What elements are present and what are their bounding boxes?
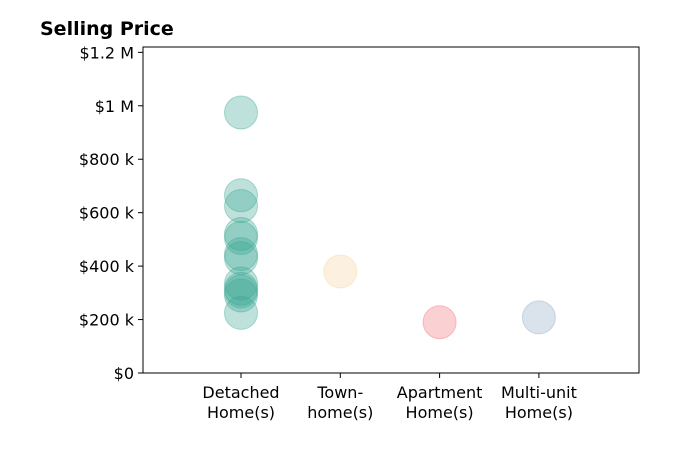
y-tick-label: $1.2 M [79, 43, 134, 62]
y-tick-label: $1 M [95, 97, 134, 116]
plot-area-frame [142, 46, 640, 374]
data-points [224, 95, 556, 340]
data-point [224, 188, 258, 223]
y-tick-label: $200 k [79, 311, 135, 330]
data-point [224, 221, 258, 256]
x-category-label: Detached Home(s) [202, 383, 279, 422]
data-point [224, 237, 258, 272]
data-point [224, 95, 258, 130]
data-point [224, 241, 258, 276]
y-tick-label: $0 [114, 364, 134, 383]
data-point [323, 254, 358, 289]
x-category-label: Apartment Home(s) [397, 383, 483, 422]
y-tick-label: $600 k [79, 204, 135, 223]
data-point [224, 217, 258, 252]
y-tick-label: $400 k [79, 257, 135, 276]
data-point [224, 178, 258, 213]
x-axis: Detached Home(s) Town-home(s) Apartment Home… [202, 373, 577, 422]
data-point [422, 305, 457, 340]
data-point [224, 274, 258, 309]
y-tick-label: $800 k [79, 150, 135, 169]
data-point [224, 295, 258, 330]
data-point [224, 271, 258, 306]
data-point [521, 300, 556, 335]
x-category-label: Multi-unit Home(s) [501, 383, 577, 422]
x-category-label: Town-home(s) [307, 383, 373, 422]
data-point [224, 266, 258, 301]
chart-title: Selling Price [40, 18, 174, 40]
data-point [224, 278, 258, 313]
y-axis: $0 $200 k $400 k $600 k $800 k $1 M $1.2 M [79, 43, 143, 383]
